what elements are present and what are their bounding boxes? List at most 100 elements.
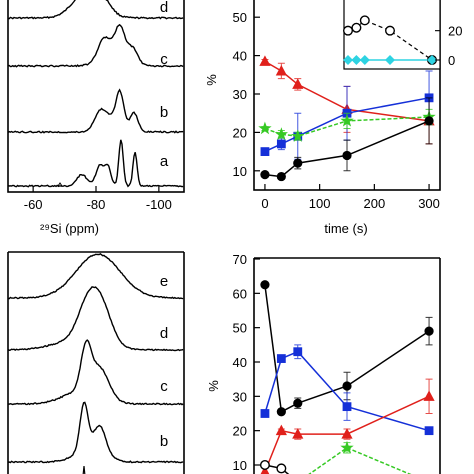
y-tick-label: 20	[233, 125, 247, 140]
trace-label: a	[160, 153, 169, 170]
nmr-trace	[7, 339, 184, 406]
kinetics-bottom-data	[259, 280, 435, 474]
data-point-circle	[260, 170, 270, 180]
trace-label: b	[160, 104, 168, 121]
nmr-minor-peak	[57, 182, 63, 187]
y-tick-label: 50	[233, 321, 247, 336]
data-point-diamond	[343, 55, 353, 65]
data-point-circle	[424, 116, 434, 126]
data-point-square	[342, 402, 352, 412]
data-point-star	[340, 113, 354, 127]
data-point-star	[291, 129, 305, 142]
series-line	[308, 446, 412, 474]
data-point-open-circle	[385, 25, 396, 36]
inset-tick-label: 20	[448, 24, 462, 39]
data-point-circle	[342, 381, 352, 391]
data-point-square	[424, 426, 434, 436]
x-tick-label: -100	[146, 197, 172, 212]
inset-plot: 0 20	[343, 0, 462, 70]
nmr-panel-top: d c b a -60 -80 -100 ²⁹Si (ppm)	[7, 0, 185, 236]
y-tick-label: 50	[233, 10, 247, 25]
data-point-circle	[293, 158, 303, 168]
data-point-triangle	[259, 55, 271, 66]
data-point-open-circle	[343, 25, 354, 36]
nmr-top-x-axis-label: ²⁹Si (ppm)	[40, 221, 99, 236]
y-tick-label: 70	[233, 252, 247, 267]
trace-label: d	[160, 0, 168, 16]
nmr-bottom-traces: e d c b	[7, 252, 184, 474]
inset-open-circle-line	[347, 19, 433, 61]
data-point-triangle	[423, 390, 435, 401]
inset-tick-label: 0	[448, 53, 455, 68]
data-point-triangle	[275, 424, 287, 436]
trace-label: d	[160, 325, 168, 342]
y-tick-label: 10	[233, 458, 247, 473]
y-tick-label: 30	[233, 87, 247, 102]
x-tick-label: 100	[309, 196, 331, 211]
nmr-trace	[7, 0, 184, 20]
x-tick-label: -60	[24, 197, 43, 212]
x-tick-label: 300	[418, 196, 440, 211]
nmr-partial-peak	[82, 465, 86, 474]
x-tick-label: 200	[364, 196, 386, 211]
trace-label: c	[160, 378, 168, 395]
data-point-circle	[276, 171, 286, 182]
y-tick-label: 40	[233, 49, 247, 64]
data-point-circle	[424, 326, 434, 336]
data-point-diamond	[427, 55, 437, 65]
data-point-star	[274, 127, 288, 140]
inset-right-ticks: 0 20	[435, 24, 462, 68]
data-point-circle	[276, 407, 286, 417]
kinetics-panel-bottom: 10 20 30 40 50 60 70 %	[206, 252, 441, 474]
data-point-square	[276, 354, 286, 363]
kinetics-bottom-y-axis-label: %	[206, 380, 221, 392]
kinetics-bottom-frame	[253, 257, 441, 474]
data-point-square	[260, 409, 270, 418]
trace-label: b	[160, 433, 168, 450]
kinetics-top-y-axis-label: %	[204, 74, 219, 86]
nmr-trace	[7, 252, 184, 300]
y-tick-label: 60	[233, 286, 247, 301]
kinetics-bottom-y-ticks: 10 20 30 40 50 60 70	[233, 252, 260, 473]
data-point-star	[340, 440, 354, 454]
nmr-panel-bottom: e d c b	[7, 251, 185, 474]
data-point-square	[260, 147, 270, 156]
data-point-diamond	[359, 55, 370, 65]
nmr-top-traces: d c b a	[7, 0, 184, 188]
x-tick-label: -80	[87, 197, 106, 212]
y-tick-label: 20	[233, 424, 247, 439]
nmr-bottom-frame	[7, 251, 185, 474]
data-point-diamond	[385, 55, 395, 65]
kinetics-top-y-ticks: 10 20 30 40 50	[233, 10, 260, 179]
y-tick-label: 10	[233, 164, 247, 179]
nmr-top-frame	[7, 0, 185, 193]
trace-label: e	[160, 273, 168, 290]
nmr-trace	[7, 401, 184, 464]
kinetics-top-x-ticks: 0 100 200 300	[261, 184, 440, 211]
nmr-trace	[7, 23, 184, 68]
data-point-circle	[260, 280, 270, 290]
data-point-open-circle	[351, 22, 362, 33]
kinetics-top-x-axis-label: time (s)	[324, 221, 367, 236]
nmr-top-x-ticks: -60 -80 -100	[24, 186, 172, 212]
inset-data	[343, 15, 438, 66]
data-point-open-circle	[276, 463, 287, 474]
kinetics-top-data	[258, 55, 436, 182]
data-point-square	[293, 347, 303, 357]
x-tick-label: 0	[261, 196, 268, 211]
data-point-open-circle	[359, 15, 370, 26]
nmr-trace	[7, 139, 184, 188]
nmr-trace	[7, 286, 184, 352]
y-tick-label: 40	[233, 355, 247, 370]
y-tick-label: 30	[233, 389, 247, 404]
data-point-circle	[293, 398, 303, 408]
data-point-triangle	[341, 428, 353, 439]
data-point-square	[276, 139, 286, 149]
data-point-open-circle	[259, 460, 270, 471]
nmr-trace	[7, 88, 184, 134]
data-point-triangle	[275, 64, 287, 76]
data-point-diamond	[351, 55, 362, 65]
trace-label: c	[160, 51, 168, 68]
data-point-circle	[342, 150, 352, 161]
